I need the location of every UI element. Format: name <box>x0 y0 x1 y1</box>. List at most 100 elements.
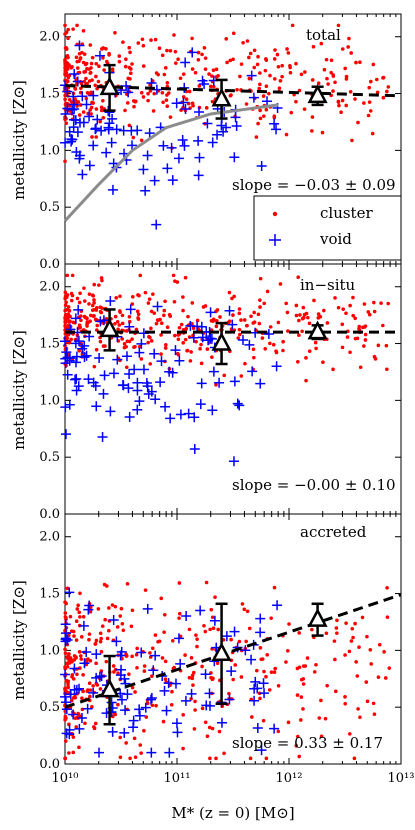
void-point <box>71 146 82 157</box>
void-point <box>69 69 80 80</box>
cluster-point <box>334 626 339 630</box>
void-point <box>94 747 105 758</box>
cluster-point <box>99 105 104 110</box>
cluster-point <box>165 48 169 53</box>
void-point <box>70 115 81 126</box>
void-point <box>84 111 95 122</box>
cluster-point <box>75 296 80 301</box>
cluster-point <box>68 614 73 619</box>
cluster-point <box>97 283 101 287</box>
cluster-point <box>262 301 267 306</box>
cluster-point <box>94 107 99 111</box>
cluster-point <box>79 657 84 661</box>
void-point <box>68 122 79 133</box>
cluster-point <box>135 309 140 314</box>
cluster-point <box>70 629 74 633</box>
cluster-point <box>118 755 123 760</box>
cluster-point <box>195 644 199 649</box>
void-point <box>68 99 79 110</box>
panel-label-insitu: in−situ <box>300 276 356 294</box>
cluster-point <box>303 664 308 668</box>
cluster-point <box>98 631 103 636</box>
void-point <box>188 332 199 343</box>
cluster-point <box>310 78 315 82</box>
cluster-point <box>93 642 98 646</box>
cluster-point <box>296 360 300 364</box>
cluster-point <box>115 625 120 629</box>
void-point <box>60 429 71 440</box>
cluster-point <box>362 101 366 105</box>
cluster-point <box>355 336 360 341</box>
cluster-point <box>77 59 81 64</box>
cluster-point <box>200 52 204 57</box>
cluster-point <box>67 97 72 102</box>
void-point <box>224 305 235 316</box>
panel-frame <box>64 513 402 765</box>
void-point <box>160 401 171 412</box>
void-point <box>95 316 106 327</box>
cluster-point <box>113 321 117 326</box>
cluster-point <box>141 64 146 68</box>
cluster-point <box>258 305 262 309</box>
cluster-point <box>249 314 253 319</box>
cluster-point <box>336 305 341 310</box>
cluster-point <box>70 273 75 278</box>
fit-line <box>64 84 402 98</box>
cluster-point <box>245 609 250 614</box>
cluster-point <box>130 608 135 613</box>
cluster-point <box>63 294 68 299</box>
cluster-point <box>195 637 199 641</box>
void-point <box>62 352 73 363</box>
cluster-point <box>347 36 351 41</box>
cluster-point <box>142 664 147 668</box>
cluster-point <box>72 634 76 638</box>
cluster-point <box>132 736 137 741</box>
cluster-point <box>159 352 163 356</box>
cluster-point <box>71 750 76 755</box>
void-point <box>181 610 192 621</box>
cluster-point <box>297 754 301 759</box>
cluster-point <box>272 670 277 675</box>
cluster-point <box>78 591 82 596</box>
scatter-group <box>60 273 390 467</box>
void-point <box>108 158 119 169</box>
void-point <box>61 728 72 739</box>
cluster-point <box>96 79 101 84</box>
cluster-point <box>231 677 235 682</box>
binned-marker <box>307 608 328 627</box>
cluster-point <box>78 56 83 60</box>
cluster-point <box>222 751 226 756</box>
cluster-point <box>366 113 371 118</box>
cluster-point <box>276 64 281 69</box>
void-point <box>62 86 73 97</box>
cluster-point <box>285 310 290 315</box>
cluster-point <box>148 651 152 655</box>
slope-text-total: slope = −0.03 ± 0.09 <box>232 176 396 194</box>
cluster-point <box>371 701 376 706</box>
cluster-point <box>294 303 299 308</box>
panel-label-accreted: accreted <box>300 523 367 541</box>
cluster-point <box>209 607 214 612</box>
void-point <box>62 635 73 646</box>
void-point <box>142 150 153 161</box>
cluster-point <box>99 108 104 113</box>
cluster-point <box>208 84 213 89</box>
cluster-point <box>381 323 385 328</box>
void-point <box>107 113 118 124</box>
cluster-point <box>146 91 150 96</box>
cluster-point <box>113 604 118 609</box>
cluster-point <box>231 313 235 317</box>
cluster-point <box>79 318 83 323</box>
void-point <box>88 90 99 101</box>
cluster-point <box>181 713 186 717</box>
cluster-point <box>386 85 391 89</box>
void-point <box>92 114 103 125</box>
cluster-point <box>367 312 372 317</box>
cluster-point <box>371 62 376 67</box>
cluster-point <box>241 40 245 45</box>
cluster-point <box>343 66 347 71</box>
void-point <box>73 336 84 347</box>
cluster-point <box>163 659 168 664</box>
cluster-point <box>98 119 103 124</box>
